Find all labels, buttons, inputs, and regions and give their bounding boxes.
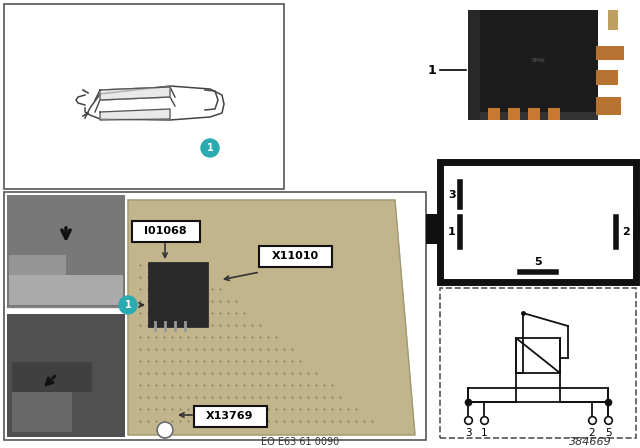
Bar <box>440 162 636 282</box>
Bar <box>516 338 560 373</box>
Text: I01068: I01068 <box>144 226 186 236</box>
Bar <box>596 46 624 60</box>
Bar <box>12 392 72 432</box>
Text: 3: 3 <box>465 428 471 438</box>
Circle shape <box>119 296 137 314</box>
Bar <box>4 192 426 440</box>
Bar <box>596 97 621 115</box>
Text: 1: 1 <box>448 227 456 237</box>
Bar <box>7 314 125 437</box>
Text: 5: 5 <box>605 428 611 438</box>
Bar <box>508 108 520 120</box>
Bar <box>636 211 640 236</box>
Text: 384669: 384669 <box>568 437 611 447</box>
Bar <box>548 108 560 120</box>
Bar <box>12 362 92 392</box>
Text: 2: 2 <box>589 428 595 438</box>
Bar <box>426 214 440 244</box>
Bar <box>488 108 500 120</box>
Polygon shape <box>100 109 170 120</box>
Bar <box>608 10 618 30</box>
Text: 1: 1 <box>125 300 131 310</box>
Bar <box>148 262 208 327</box>
Bar <box>9 275 123 305</box>
Text: X13769: X13769 <box>206 411 253 421</box>
Bar <box>468 10 480 120</box>
Polygon shape <box>100 87 170 100</box>
Bar <box>468 10 598 120</box>
Bar <box>4 4 284 189</box>
Circle shape <box>157 422 173 438</box>
Text: 5: 5 <box>534 257 542 267</box>
Bar <box>528 108 540 120</box>
FancyBboxPatch shape <box>193 405 266 426</box>
Bar <box>468 112 598 120</box>
Bar <box>9 255 66 275</box>
FancyBboxPatch shape <box>131 220 200 241</box>
Bar <box>596 70 618 85</box>
Text: 2: 2 <box>622 227 630 237</box>
Text: 3: 3 <box>448 190 456 200</box>
Circle shape <box>201 139 219 157</box>
Bar <box>7 195 125 307</box>
Text: 1: 1 <box>207 143 213 153</box>
Text: EO E63 61 0090: EO E63 61 0090 <box>261 437 339 447</box>
Bar <box>468 388 608 402</box>
Polygon shape <box>128 200 415 435</box>
FancyBboxPatch shape <box>259 246 332 267</box>
Text: 1: 1 <box>481 428 487 438</box>
Text: BMW: BMW <box>531 57 545 63</box>
Bar <box>440 288 636 438</box>
Bar <box>440 4 636 159</box>
Text: 1: 1 <box>428 64 436 77</box>
Text: X11010: X11010 <box>271 251 319 261</box>
